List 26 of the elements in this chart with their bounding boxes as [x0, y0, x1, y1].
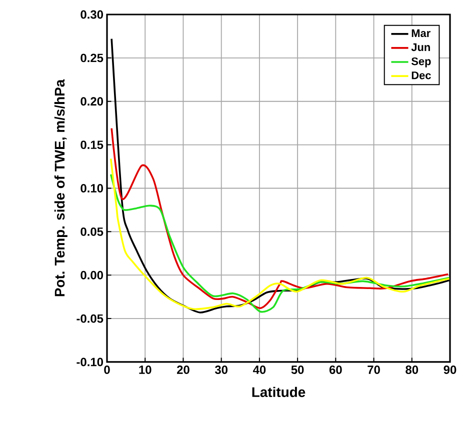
y-tick-label: 0.15	[80, 140, 104, 150]
x-tick-label: 60	[329, 366, 342, 374]
y-tick-label: 0.25	[80, 54, 104, 62]
x-tick-label: 0	[104, 366, 110, 374]
y-tick-label: 0.00	[80, 270, 103, 280]
y-tick-label: -0.10	[76, 358, 103, 366]
legend-label: Sep	[411, 57, 431, 68]
x-tick-label: 40	[252, 366, 266, 374]
y-tick-label: 0.20	[80, 97, 103, 106]
x-tick-label: 70	[368, 366, 380, 374]
y-tick-label: 0.30	[80, 10, 103, 19]
x-tick-label: 10	[139, 366, 152, 374]
x-axis-title: Latitude	[252, 386, 306, 398]
legend-label: Jun	[411, 43, 430, 52]
y-tick-label: 0.10	[80, 184, 103, 192]
legend-label: Dec	[412, 72, 431, 80]
legend-label: Mar	[412, 29, 430, 38]
line-series	[110, 127, 449, 310]
y-axis-title: Pot. Temp. side of TWE, m/s/hPa	[54, 79, 68, 296]
x-tick-label: 30	[214, 366, 228, 374]
x-tick-label: 50	[291, 366, 304, 374]
x-tick-label: 20	[177, 366, 190, 374]
y-tick-label: -0.05	[76, 314, 104, 323]
x-tick-label: 90	[444, 366, 456, 374]
x-tick-label: 80	[406, 366, 418, 374]
y-tick-label: 0.05	[80, 227, 104, 236]
